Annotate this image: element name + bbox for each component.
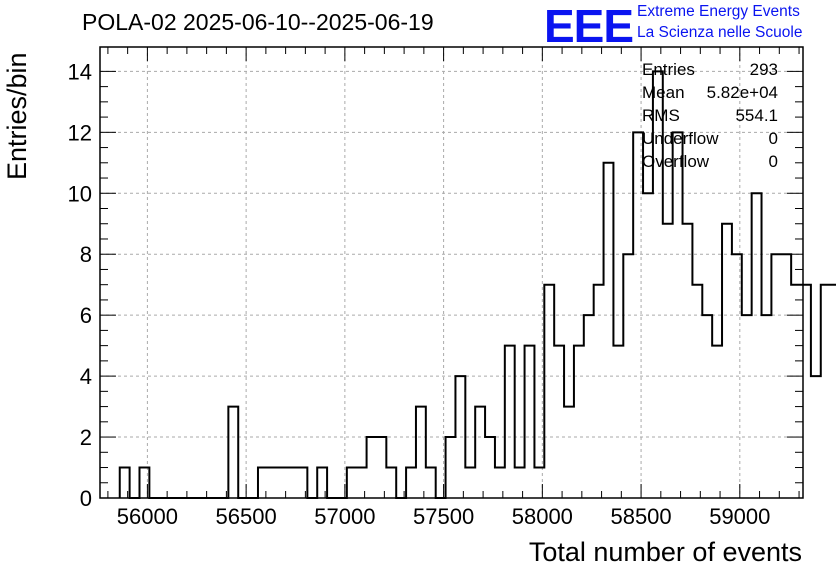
histogram-step-line <box>118 70 836 499</box>
y-tick-label: 10 <box>68 181 92 206</box>
y-tick-label: 4 <box>80 364 92 389</box>
stat-label-entries: Entries <box>642 60 695 79</box>
chart-title: POLA-02 2025-06-10--2025-06-19 <box>82 9 434 35</box>
grid-lines <box>100 47 803 498</box>
x-axis-title: Total number of events <box>528 537 802 567</box>
stat-value-rms: 554.1 <box>735 106 778 125</box>
x-tick-label: 58000 <box>512 504 573 529</box>
y-tick-label: 12 <box>68 120 92 145</box>
stat-label-mean: Mean <box>642 83 685 102</box>
eee-logo: EEE <box>544 0 634 52</box>
x-tick-label: 57000 <box>314 504 375 529</box>
x-tick-label: 56000 <box>117 504 178 529</box>
y-axis-title: Entries/bin <box>2 52 32 180</box>
y-tick-label: 6 <box>80 303 92 328</box>
x-tick-label: 57500 <box>413 504 474 529</box>
x-tick-label: 56500 <box>216 504 277 529</box>
stat-label-rms: RMS <box>642 106 680 125</box>
stat-value-entries: 293 <box>749 60 778 79</box>
stat-value-overflow: 0 <box>768 152 778 171</box>
x-tick-label: 59000 <box>709 504 770 529</box>
x-axis: 56000 56500 57000 57500 58000 58500 59000 <box>107 47 800 529</box>
stat-value-mean: 5.82e+04 <box>706 83 778 102</box>
stat-label-underflow: Underflow <box>642 129 719 148</box>
y-tick-label: 2 <box>80 425 92 450</box>
y-axis: 0 2 4 6 8 10 12 14 <box>68 59 803 511</box>
stat-value-underflow: 0 <box>768 129 778 148</box>
x-tick-label: 58500 <box>610 504 671 529</box>
y-tick-label: 8 <box>80 242 92 267</box>
plot-frame <box>99 46 804 499</box>
logo-line-1: Extreme Energy Events <box>637 3 800 20</box>
y-tick-label: 14 <box>68 59 92 84</box>
logo-line-2: La Scienza nelle Scuole <box>637 24 803 41</box>
y-tick-label: 0 <box>80 486 92 511</box>
stat-label-overflow: Overflow <box>642 152 710 171</box>
